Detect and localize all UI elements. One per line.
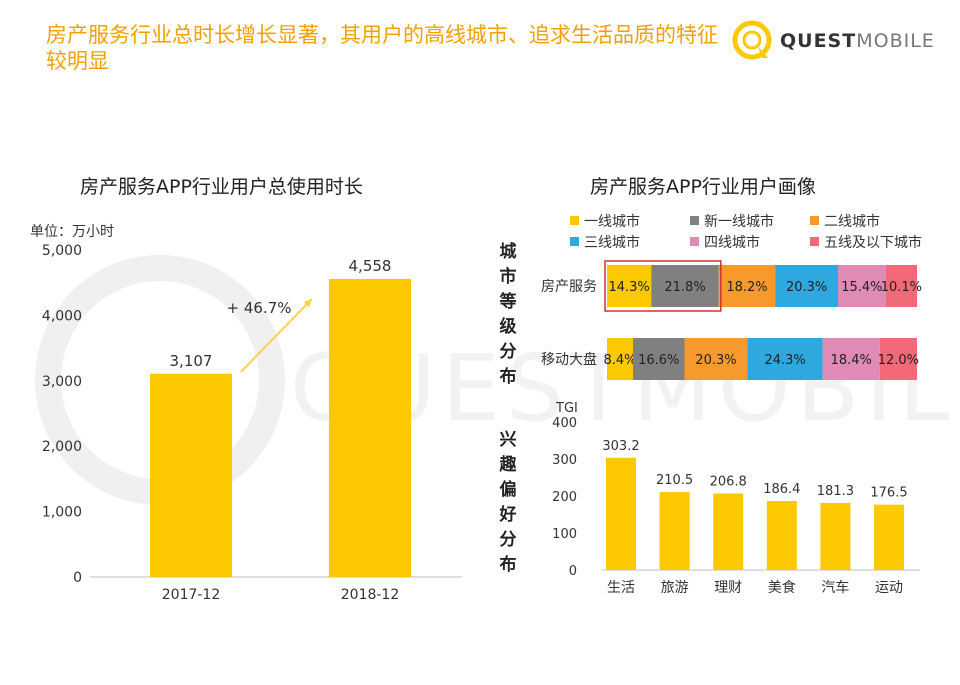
- segment-value-label: 20.3%: [786, 280, 827, 295]
- tgi-bar-旅游: [659, 492, 690, 570]
- x-tick-label: 旅游: [661, 580, 689, 596]
- questmobile-logo: QUESTMOBILE: [728, 16, 934, 64]
- tgi-bar-生活: [606, 457, 636, 570]
- right-chart-title: 房产服务APP行业用户画像: [590, 176, 816, 198]
- stack-segment-3: [718, 265, 776, 307]
- tgi-value-label: 181.3: [817, 484, 854, 499]
- segment-value-label: 18.4%: [831, 353, 872, 368]
- stack-segment-2: [651, 265, 719, 307]
- stack-segment-3: [684, 338, 748, 380]
- segment-value-label: 8.4%: [604, 353, 637, 368]
- stack-segment-4: [747, 338, 823, 380]
- legend-item-new-tier1: 新一线城市: [690, 211, 774, 231]
- growth-annotation: + 46.7%: [227, 299, 292, 317]
- segment-value-label: 24.3%: [764, 353, 805, 368]
- segment-value-label: 14.3%: [608, 280, 649, 295]
- segment-value-label: 20.3%: [695, 353, 736, 368]
- tgi-value-label: 303.2: [602, 439, 639, 454]
- y-tick-label: 200: [552, 490, 577, 505]
- y-tick-label: 0: [73, 570, 82, 586]
- x-tick-label: 美食: [768, 579, 796, 596]
- tgi-value-label: 210.5: [656, 473, 693, 488]
- x-tick-label: 生活: [607, 580, 635, 596]
- x-tick-label: 理财: [714, 580, 742, 596]
- tgi-value-label: 206.8: [710, 474, 747, 489]
- legend-item-tier4: 四线城市: [690, 232, 760, 252]
- logo-icon: [732, 20, 772, 60]
- y-tick-label: 100: [552, 527, 577, 542]
- highlight-box: [604, 260, 722, 312]
- city-tier-section-label: 城市等级分布: [499, 242, 517, 387]
- y-tick-label: 0: [569, 564, 577, 579]
- growth-arrow: [240, 298, 313, 373]
- y-axis-title: TGI: [555, 401, 578, 416]
- y-tick-label: 4,000: [42, 308, 82, 324]
- y-tick-label: 400: [552, 416, 577, 431]
- y-tick-label: 3,000: [42, 374, 82, 390]
- logo-wordmark: QUESTMOBILE: [780, 30, 935, 52]
- bar-2017-12: [150, 373, 232, 577]
- segment-value-label: 21.8%: [664, 280, 705, 295]
- tgi-bar-美食: [766, 501, 797, 570]
- stack-segment-1: [607, 338, 634, 380]
- stack-segment-1: [607, 265, 652, 307]
- row-label: 房产服务: [541, 279, 597, 295]
- x-tick-label: 运动: [875, 580, 903, 596]
- city-tier-stacked-chart: 房产服务 14.3% 21.8% 18.2% 20.3% 15.4%10.1% 移动大盘 8.…: [541, 260, 922, 380]
- page-title: 房产服务行业总时长增长显著，其用户的高线城市、追求生活品质的特征较明显: [46, 23, 718, 73]
- stack-segment-6: [885, 265, 917, 307]
- stack-segment-6: [879, 338, 917, 380]
- stack-segment-2: [633, 338, 685, 380]
- left-chart-unit: 单位：万小时: [30, 224, 114, 240]
- interest-section-label: 兴趣偏好分布: [499, 430, 517, 575]
- tgi-bar-理财: [713, 493, 744, 570]
- legend-item-tier1: 一线城市: [570, 211, 640, 231]
- left-chart-title: 房产服务APP行业用户总使用时长: [80, 176, 363, 198]
- segment-value-label: 12.0%: [878, 353, 919, 368]
- tgi-value-label: 176.5: [870, 486, 907, 501]
- x-tick-label: 2017-12: [162, 587, 221, 603]
- legend-item-tier3: 三线城市: [570, 232, 640, 252]
- legend-item-tier2: 二线城市: [810, 211, 880, 231]
- segment-value-label: 18.2%: [726, 280, 767, 295]
- segment-value-label: 10.1%: [881, 280, 922, 295]
- growth-arrow-head: [303, 298, 312, 308]
- stack-segment-5: [822, 338, 880, 380]
- tgi-value-label: 186.4: [763, 482, 800, 497]
- segment-value-label: 15.4%: [841, 280, 882, 295]
- segment-value-label: 16.6%: [638, 353, 679, 368]
- y-tick-label: 300: [552, 453, 577, 468]
- bar-2018-12: [329, 278, 411, 577]
- y-tick-label: 5,000: [42, 243, 82, 259]
- bar-value-label: 3,107: [170, 352, 213, 370]
- bar-value-label: 4,558: [349, 257, 392, 275]
- x-tick-label: 2018-12: [341, 587, 400, 603]
- tgi-bar-汽车: [820, 502, 851, 570]
- y-tick-label: 2,000: [42, 439, 82, 455]
- y-tick-label: 1,000: [42, 505, 82, 521]
- x-tick-label: 汽车: [821, 579, 849, 596]
- tgi-bar-运动: [874, 504, 904, 570]
- stack-segment-4: [775, 265, 839, 307]
- stack-segment-5: [838, 265, 886, 307]
- interest-tgi-chart: TGI 0 100 200 300 400 303.2 生活 210.5 旅游 206.8 理财 186…: [552, 401, 920, 596]
- left-bar-chart: 0 1,000 2,000 3,000 4,000 5,000 3,107 2017-12 4,…: [42, 243, 462, 603]
- legend-item-tier5: 五线及以下城市: [810, 232, 922, 252]
- row-label: 移动大盘: [541, 351, 597, 368]
